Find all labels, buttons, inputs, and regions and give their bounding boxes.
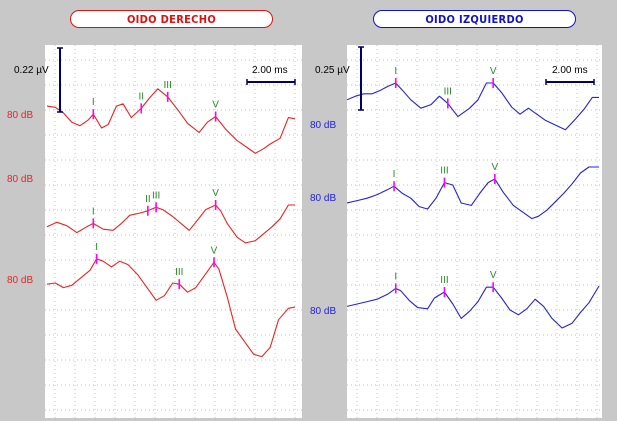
right-ear-title: OIDO DERECHO xyxy=(70,10,273,28)
series-label: 80 dB xyxy=(7,275,33,286)
peak-label-III: III xyxy=(164,80,172,91)
series-label: 80 dB xyxy=(310,120,336,131)
peak-label-I: I xyxy=(393,169,396,180)
peak-label-V: V xyxy=(490,270,497,281)
peak-label-V: V xyxy=(490,66,497,77)
left-ear-chart-panel: I III V I III V I III V xyxy=(347,45,602,418)
peak-label-I: I xyxy=(394,271,397,282)
peak-label-V: V xyxy=(212,99,219,110)
peak-label-I: I xyxy=(92,206,95,217)
series-label: 80 dB xyxy=(7,110,33,121)
waveform-trace-3 xyxy=(347,285,600,329)
left-ear-title: OIDO IZQUIERDO xyxy=(373,10,576,28)
peak-label-II: II xyxy=(138,91,144,102)
peak-label-I: I xyxy=(394,66,397,77)
peak-label-III: III xyxy=(444,86,452,97)
peak-label-I: I xyxy=(92,97,95,108)
waveform-trace-1 xyxy=(46,88,296,154)
grid xyxy=(45,45,302,418)
waveform-trace-1 xyxy=(347,82,599,131)
peak-label-I: I xyxy=(95,242,98,253)
amplitude-scale-label: 0.22 µV xyxy=(14,65,49,76)
peak-label-V: V xyxy=(212,188,219,199)
waveform-trace-2 xyxy=(46,204,295,244)
series-label: 80 dB xyxy=(310,306,336,317)
peak-label-II: II xyxy=(145,194,151,205)
right-ear-chart-panel: I II III V I II III V I III V xyxy=(45,45,302,418)
amplitude-scale-label: 0.25 µV xyxy=(315,65,350,76)
peak-label-V: V xyxy=(211,245,218,256)
grid xyxy=(347,45,602,418)
peak-label-III: III xyxy=(152,190,160,201)
peak-label-V: V xyxy=(492,162,499,173)
waveform-trace-2 xyxy=(347,166,599,220)
peak-label-III: III xyxy=(440,166,448,177)
series-label: 80 dB xyxy=(310,193,336,204)
peak-label-III: III xyxy=(440,275,448,286)
peak-label-III: III xyxy=(175,267,183,278)
series-label: 80 dB xyxy=(7,174,33,185)
waveform-trace-3 xyxy=(46,258,296,358)
